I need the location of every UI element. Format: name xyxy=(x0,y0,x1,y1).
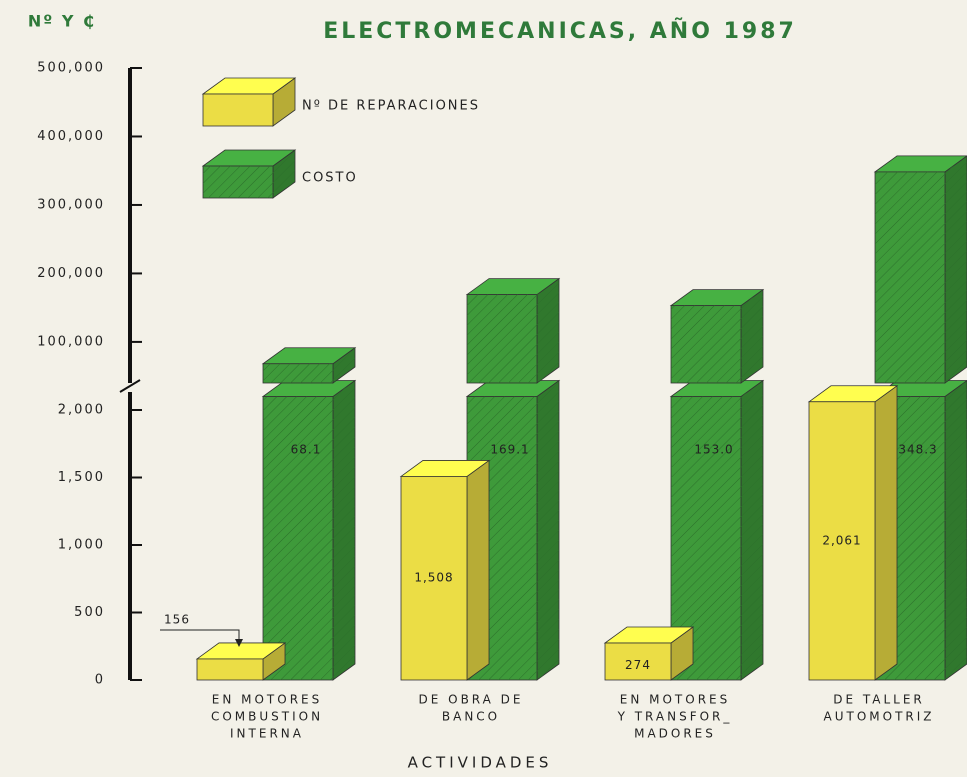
y-tick-label: 200,000 xyxy=(37,266,105,281)
legend-label: Nº DE REPARACIONES xyxy=(302,99,480,114)
x-tick-label: Y TRANSFOR_ xyxy=(617,710,733,724)
bar-hatch xyxy=(333,380,355,680)
x-tick-label: BANCO xyxy=(442,710,500,724)
bar xyxy=(399,459,491,681)
annotation-arrow-head xyxy=(235,638,243,647)
bar-hatch xyxy=(263,396,333,680)
value-label: 169.1 xyxy=(490,443,529,457)
bar xyxy=(261,346,357,384)
y-tick-label: 1,000 xyxy=(58,538,105,553)
legend-label: COSTO xyxy=(302,171,358,186)
x-tick-label: INTERNA xyxy=(230,727,304,741)
x-tick-label: DE TALLER xyxy=(833,693,925,707)
bar xyxy=(669,288,765,384)
x-tick-label: EN MOTORES xyxy=(212,693,322,707)
bar xyxy=(603,626,695,681)
bar-hatch xyxy=(741,380,763,680)
bar-front xyxy=(604,642,672,681)
legend-swatch-hatch xyxy=(273,150,295,198)
x-axis-label: ACTIVIDADES xyxy=(408,754,553,772)
bar-hatch xyxy=(537,380,559,680)
bar-hatch xyxy=(537,278,559,383)
x-tick-label: COMBUSTION xyxy=(211,710,323,724)
legend-swatch-hatch xyxy=(203,166,273,198)
value-label: 274 xyxy=(625,658,651,672)
y-tick-label: 500,000 xyxy=(37,61,105,76)
bar xyxy=(195,642,287,681)
bar xyxy=(465,277,561,384)
axis-break xyxy=(119,379,141,393)
y-tick-label: 100,000 xyxy=(37,334,105,349)
bar-hatch xyxy=(671,305,741,383)
y-axis-label: Nº Y ₵ xyxy=(28,12,96,31)
x-tick-label: EN MOTORES xyxy=(620,693,730,707)
x-tick-label: DE OBRA DE xyxy=(418,693,523,707)
bar-hatch xyxy=(333,347,355,383)
bar-side xyxy=(466,459,490,681)
value-label: 68.1 xyxy=(291,443,322,457)
value-label: 2,061 xyxy=(822,533,861,547)
y-tick-label: 1,500 xyxy=(58,470,105,485)
bar-front xyxy=(808,401,876,681)
x-tick-label: MADORES xyxy=(634,727,716,741)
y-tick-label: 2,000 xyxy=(58,403,105,418)
bar-front xyxy=(196,658,264,681)
y-tick-label: 500 xyxy=(74,605,105,620)
legend-swatch-front xyxy=(202,93,274,127)
bar-side xyxy=(874,384,898,681)
x-tick-label: AUTOMOTRIZ xyxy=(824,710,935,724)
bar-hatch xyxy=(741,289,763,383)
y-tick-label: 300,000 xyxy=(37,197,105,212)
bar-hatch xyxy=(263,363,333,383)
y-tick-label: 400,000 xyxy=(37,129,105,144)
legend-swatch xyxy=(201,77,297,127)
bar-hatch xyxy=(945,380,967,680)
bar xyxy=(807,384,899,681)
bar-hatch xyxy=(945,155,967,383)
value-label: 156 xyxy=(164,613,190,627)
value-label: 153.0 xyxy=(694,443,733,457)
y-tick-label: 0 xyxy=(95,673,105,688)
bar-hatch xyxy=(875,171,945,383)
bar xyxy=(261,379,357,681)
bar xyxy=(873,155,967,384)
bar-hatch xyxy=(467,294,537,383)
legend-swatch xyxy=(201,149,297,199)
bar-front xyxy=(400,476,468,681)
value-label: 1,508 xyxy=(414,571,453,585)
value-label: 348.3 xyxy=(898,443,937,457)
chart-title: ELECTROMECANICAS, AÑO 1987 xyxy=(323,18,797,44)
